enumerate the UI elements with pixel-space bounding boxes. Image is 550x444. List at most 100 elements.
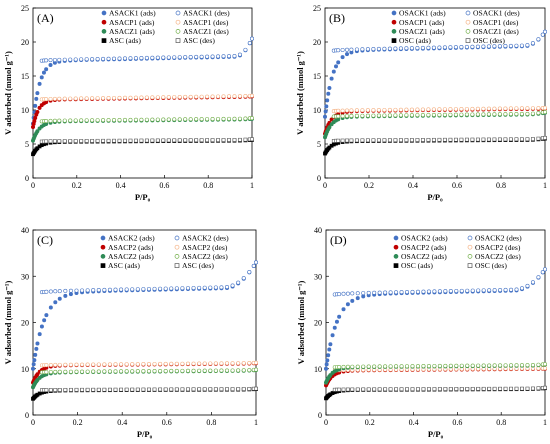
legend-marker	[174, 235, 180, 241]
y-axis-label: V adsorbed (mmol g⁻¹)	[3, 51, 13, 135]
data-point	[152, 387, 157, 392]
data-point	[247, 270, 252, 275]
data-point	[236, 368, 241, 373]
data-point	[332, 325, 337, 330]
data-point	[174, 368, 179, 373]
data-point	[144, 138, 149, 143]
data-point	[486, 44, 491, 49]
data-point	[113, 387, 118, 392]
legend-label: ASACZ1 (des)	[183, 27, 229, 36]
data-point	[30, 366, 35, 371]
data-point	[172, 55, 177, 60]
data-point	[199, 117, 204, 122]
data-point	[325, 98, 330, 103]
data-point	[163, 387, 168, 392]
data-point	[377, 290, 382, 295]
x-tick-label: 0.6	[452, 181, 462, 190]
data-point	[394, 364, 399, 369]
data-point	[230, 283, 235, 288]
data-point	[199, 94, 204, 99]
data-point	[95, 56, 100, 61]
data-point	[514, 386, 519, 391]
series-asack1-ads-	[30, 36, 255, 126]
data-point	[328, 342, 333, 347]
data-point	[96, 362, 101, 367]
legend-label: ASACP2 (des)	[182, 243, 228, 252]
x-tick-label: 0.2	[72, 181, 82, 190]
legend-label: ASC (ads)	[109, 36, 141, 45]
data-point	[141, 287, 146, 292]
x-tick-label: 0.4	[117, 418, 127, 427]
legend-marker	[175, 19, 181, 25]
data-point	[437, 137, 442, 142]
data-point	[39, 324, 44, 329]
data-point	[336, 48, 341, 53]
legend-label: ASACZ2 (des)	[182, 252, 228, 261]
data-point	[48, 289, 53, 294]
data-point	[33, 116, 38, 121]
data-point	[69, 387, 73, 392]
series-osack1-ads-	[322, 29, 547, 119]
data-point	[470, 363, 475, 368]
data-point	[376, 138, 381, 143]
legend: OSACK2 (ads) OSACK2 (des)OSACP2 (ads) OSAC…	[393, 234, 522, 270]
data-point	[514, 106, 519, 111]
data-point	[227, 138, 231, 142]
data-point	[169, 387, 174, 392]
data-point	[85, 362, 90, 367]
data-point	[101, 118, 106, 123]
data-point	[503, 106, 508, 111]
data-point	[128, 95, 133, 100]
data-point	[354, 47, 359, 52]
data-point	[32, 358, 37, 363]
data-point	[141, 362, 146, 367]
data-point	[329, 117, 334, 122]
data-point	[172, 95, 177, 100]
data-point	[57, 118, 62, 123]
data-point	[247, 387, 252, 391]
data-point	[409, 107, 414, 112]
data-point	[525, 283, 530, 288]
data-point	[158, 387, 163, 392]
legend-label: OSC (ads)	[399, 36, 431, 45]
legend-marker	[465, 38, 471, 43]
data-point	[393, 138, 398, 143]
data-point	[133, 95, 138, 100]
data-point	[508, 43, 513, 48]
data-point	[421, 387, 426, 392]
data-point	[53, 388, 58, 392]
data-point	[191, 387, 196, 392]
data-point	[177, 95, 182, 100]
y-tick-label: 20	[313, 38, 321, 47]
series-asc-des-	[39, 137, 254, 144]
data-point	[166, 138, 171, 143]
data-point	[410, 289, 415, 294]
data-point	[185, 286, 190, 291]
data-point	[62, 139, 67, 143]
legend: ASACK1 (ads) ASACK1 (des)ASACP1 (ads) ASAC…	[101, 9, 230, 45]
data-point	[68, 139, 73, 143]
data-point	[205, 138, 210, 143]
data-point	[475, 44, 480, 49]
data-point	[365, 108, 370, 113]
data-point	[79, 118, 84, 123]
data-point	[536, 136, 541, 141]
legend-marker	[467, 254, 473, 259]
data-point	[366, 387, 371, 392]
data-point	[399, 387, 404, 392]
data-point	[107, 369, 112, 374]
data-point	[388, 290, 393, 295]
data-point	[254, 360, 259, 365]
data-point	[119, 287, 124, 292]
data-point	[542, 110, 547, 115]
data-point	[530, 41, 535, 46]
legend-label: ASC (des)	[183, 36, 215, 45]
data-point	[327, 347, 332, 352]
data-point	[185, 368, 190, 373]
data-point	[432, 289, 437, 294]
data-point	[57, 362, 62, 367]
y-tick-label: 10	[21, 106, 29, 115]
data-point	[497, 106, 502, 111]
data-point	[237, 94, 242, 99]
data-point	[360, 47, 365, 52]
